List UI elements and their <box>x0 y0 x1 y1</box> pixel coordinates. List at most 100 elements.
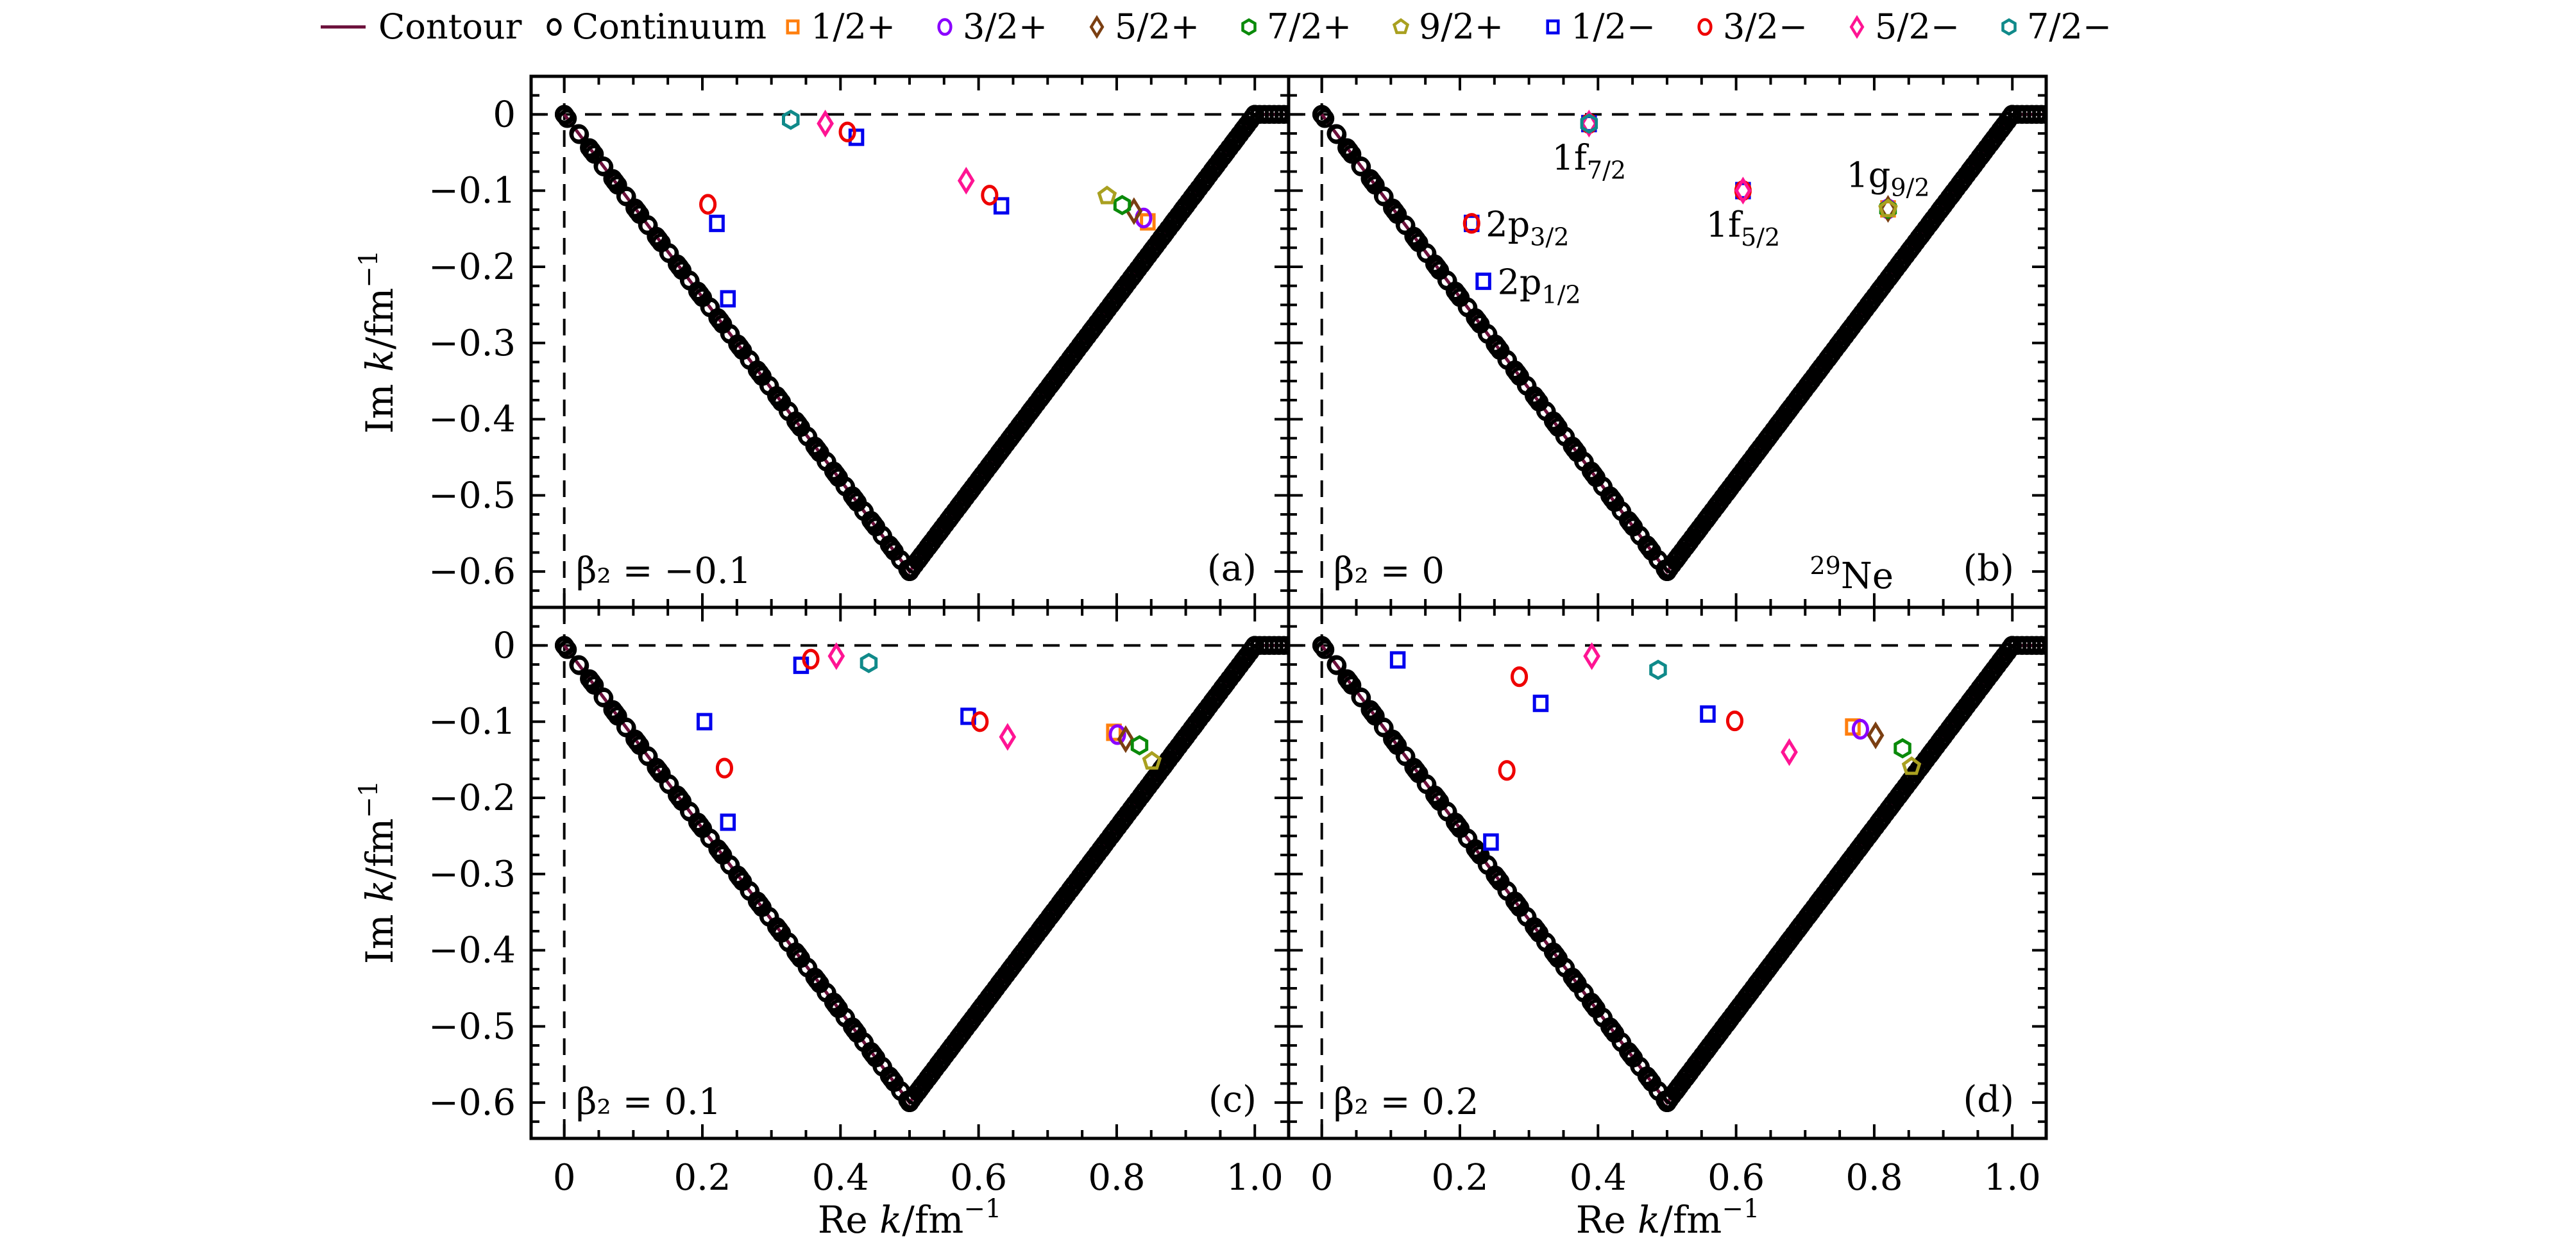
resonance-marker <box>1901 756 1922 775</box>
continuum-point <box>1162 746 1182 765</box>
continuum-point <box>1203 692 1222 711</box>
legend-marker-hexagon <box>1241 18 1257 36</box>
continuum-point <box>1605 1024 1625 1043</box>
panel-tag: (a) <box>1207 548 1257 589</box>
continuum-point <box>1666 1082 1685 1101</box>
axis-title-unit: /fm <box>1660 1198 1722 1242</box>
continuum-point <box>885 541 904 561</box>
x-axis-title-right: Re k/fm−1 <box>1576 1194 1760 1242</box>
continuum-point <box>1747 443 1767 463</box>
continuum-point <box>1940 188 1960 207</box>
continuum-point <box>1020 934 1039 954</box>
y-tick-label: 0 <box>493 94 516 135</box>
axis-title-sup: −1 <box>963 1194 1001 1224</box>
y-tick-label: −0.5 <box>428 1006 516 1047</box>
continuum-points <box>554 105 1289 581</box>
continuum-point <box>1529 393 1549 412</box>
legend-item-3minus2plus: 3/2+ <box>937 6 1047 47</box>
series-7-2- <box>1580 113 1598 134</box>
continuum-point <box>1490 872 1510 891</box>
plot-area <box>1289 607 2046 1138</box>
resonance-marker <box>1583 642 1600 670</box>
continuum-point <box>1030 389 1049 409</box>
continuum-point <box>949 497 968 516</box>
continuum-point <box>1352 157 1371 177</box>
continuum-point <box>1716 484 1736 503</box>
resonance-marker <box>709 214 725 232</box>
x-tick-label: 0.6 <box>1707 1157 1765 1199</box>
continuum-point <box>1327 656 1347 675</box>
continuum-point <box>1727 470 1746 490</box>
continuum-point <box>1387 205 1407 224</box>
y-tick-label: −0.2 <box>428 777 516 819</box>
state-label: 2p1/2 <box>1498 262 1581 309</box>
beta2-label: β₂ = 0 <box>1334 550 1445 592</box>
legend-label: 1/2− <box>1571 6 1656 47</box>
axis-title-var: k <box>1638 1198 1660 1242</box>
panel-frame <box>529 605 1291 1140</box>
resonance-marker <box>1867 721 1885 750</box>
resonance-marker <box>1113 194 1131 215</box>
legend-item-5minus2-: 5/2− <box>1849 6 1960 47</box>
continuum-point <box>1470 314 1490 334</box>
legend-label: 3/2+ <box>963 6 1047 47</box>
continuum-point <box>1950 705 1969 725</box>
continuum-point <box>1929 732 1949 752</box>
resonance-marker <box>1142 750 1162 770</box>
state-label-main: 2p <box>1486 204 1530 244</box>
continuum-point <box>829 999 849 1018</box>
continuum-point <box>1757 961 1777 981</box>
resonance-marker <box>981 185 999 206</box>
continuum-point <box>1131 255 1151 274</box>
resonance-marker <box>782 109 800 130</box>
beta2-label: β₂ = 0.2 <box>1334 1081 1479 1123</box>
plot-area <box>1289 76 2046 607</box>
series-7-2+ <box>1894 738 1911 759</box>
continuum-point <box>959 1015 978 1034</box>
legend-marker-square <box>786 19 800 35</box>
panel-tag: (c) <box>1208 1079 1257 1120</box>
series-7-2- <box>1649 659 1667 680</box>
continuum-point <box>1970 148 1990 167</box>
continuum-point <box>1940 719 1960 738</box>
continuum-point <box>1990 652 2010 671</box>
axis-title-unit: /fm <box>358 818 402 880</box>
continuum-point <box>1101 826 1121 846</box>
resonance-marker <box>971 711 989 732</box>
continuum-point <box>1568 974 1587 993</box>
plot-area <box>531 607 1289 1138</box>
resonance-marker <box>720 290 736 308</box>
continuum-point <box>1838 322 1858 342</box>
y-tick-label: −0.3 <box>428 854 516 895</box>
x-tick-label: 1.0 <box>1226 1157 1284 1199</box>
continuum-points <box>1312 636 2046 1112</box>
resonance-marker <box>715 757 733 779</box>
continuum-point <box>1040 907 1060 927</box>
axis-labels: Re k/fm−1 Re k/fm−1Im k/fm−1Im k/fm−1 <box>354 250 1759 1242</box>
panel-a: β₂ = −0.1 (a) 0 −0.1 −0.2 −0.3 −0.4 −0.5 −0.6 <box>428 74 1291 609</box>
continuum-point <box>584 675 604 695</box>
continuum-point <box>1142 242 1161 261</box>
series-5-2- <box>827 642 1017 751</box>
continuum-point <box>1387 736 1407 756</box>
legend-label: Contour <box>378 6 522 47</box>
continuum-point <box>1142 773 1161 792</box>
continuum-point <box>1736 988 1756 1008</box>
legend-label: 5/2+ <box>1115 6 1199 47</box>
continuum-point <box>1919 746 1939 765</box>
continuum-point <box>1548 949 1568 968</box>
series-3-2+ <box>1851 718 1869 740</box>
continuum-point <box>1040 376 1060 396</box>
continuum-point <box>918 1068 938 1088</box>
y-tick-label: −0.2 <box>428 246 516 288</box>
continuum-point <box>1879 269 1899 288</box>
resonance-marker <box>1130 735 1149 756</box>
series-7-2- <box>782 109 800 130</box>
legend-marker-diamond <box>1089 15 1105 39</box>
state-label-sub: 7/2 <box>1587 156 1626 185</box>
series-7-2- <box>860 652 878 673</box>
plot-area <box>531 76 1289 607</box>
resonance-marker <box>1097 185 1117 205</box>
series-5-2- <box>1583 642 1798 766</box>
